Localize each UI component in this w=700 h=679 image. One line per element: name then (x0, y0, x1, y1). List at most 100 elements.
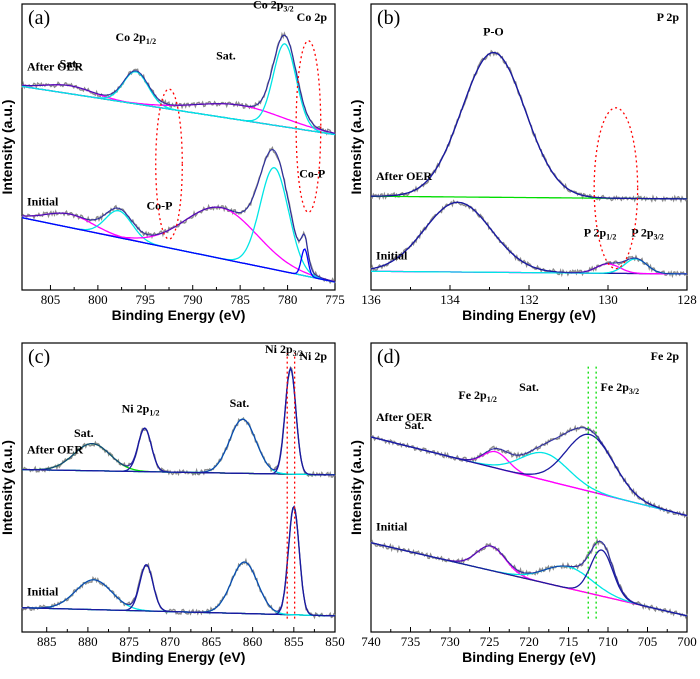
x-tick-label: 700 (677, 634, 697, 649)
panel-title: Co 2p (297, 10, 328, 24)
x-tick-label: 805 (41, 292, 61, 307)
peak-label-subscript: 3/2 (293, 349, 303, 358)
x-tick-label: 800 (88, 292, 108, 307)
plot-frame (21, 342, 336, 633)
section-label: After OER (27, 59, 83, 73)
peak-label-subscript: 3/2 (283, 5, 293, 14)
peak-label: Sat. (216, 49, 236, 63)
x-tick-label: 134 (440, 292, 460, 307)
panel-title: Ni 2p (299, 349, 327, 363)
fit-component-line (21, 561, 336, 617)
y-axis-title: Intensity (a.u.) (348, 440, 364, 535)
fit-envelope-line (370, 540, 688, 617)
peak-label: Co 2p1/2 (116, 30, 157, 46)
fit-envelope-line (371, 52, 687, 200)
peak-label-subscript: 1/2 (146, 37, 156, 46)
x-tick-label: 136 (361, 292, 381, 307)
x-tick-label: 875 (119, 634, 139, 649)
x-tick-label: 780 (278, 292, 298, 307)
fit-component-line (21, 71, 336, 136)
x-tick-label: 860 (243, 634, 263, 649)
guide-ellipse (155, 88, 183, 240)
fit-component-line (21, 209, 336, 283)
panel-a: 805 800 795 790 785 780 775 Binding Energy (eV)… (0, 0, 345, 323)
fit-component-line (21, 505, 336, 617)
peak-label: Fe 2p3/2 (601, 380, 640, 396)
fit-envelope-line (22, 149, 336, 283)
panel-title: Fe 2p (651, 349, 680, 363)
section-label: Initial (27, 195, 59, 209)
peak-label: Ni 2p1/2 (122, 402, 160, 418)
section-label: After OER (376, 410, 432, 424)
panel-title: P 2p (657, 10, 680, 24)
peak-label-subscript: 3/2 (629, 387, 639, 396)
peak-label: P 2p3/2 (631, 225, 664, 241)
x-tick-label: 855 (284, 634, 304, 649)
x-tick-label: 128 (677, 292, 697, 307)
panel-d: 740 735 730 725 720 715 710 705 700 Binding Energ… (348, 342, 697, 665)
panel-c: 885 880 875 870 865 860 855 850 Binding Energy (… (0, 342, 345, 665)
peak-label-subscript: 1/2 (606, 232, 616, 241)
panel-tag: (b) (377, 7, 400, 29)
x-tick-label: 850 (325, 634, 345, 649)
fit-component-line (22, 212, 336, 283)
peak-label: Sat. (230, 396, 250, 410)
fit-envelope-line (22, 367, 335, 476)
peak-label: Ni 2p3/2 (265, 342, 303, 358)
x-tick-label: 865 (202, 634, 222, 649)
peak-label-subscript: 1/2 (487, 395, 497, 404)
panel-tag: (a) (28, 7, 50, 29)
fit-envelope-line (21, 505, 336, 617)
x-tick-label: 880 (78, 634, 98, 649)
guide-ellipse (593, 107, 639, 270)
fit-component-line (21, 206, 336, 283)
peak-label: P 2p1/2 (584, 225, 617, 241)
x-tick-label: 790 (183, 292, 203, 307)
fit-envelope-line (370, 427, 688, 517)
panel-tag: (c) (28, 346, 50, 368)
x-tick-label: 735 (401, 634, 421, 649)
y-axis-title: Intensity (a.u.) (0, 100, 15, 195)
panel-tag: (d) (377, 346, 400, 368)
section-label: Initial (376, 248, 408, 262)
x-tick-label: 132 (519, 292, 539, 307)
raw-data-line (21, 507, 336, 620)
fit-envelope-line (22, 34, 336, 134)
x-tick-label: 870 (161, 634, 181, 649)
fit-component-line (371, 258, 688, 275)
x-tick-label: 795 (136, 292, 156, 307)
panel-b: 136 134 132 130 128 Binding Energy (eV) Intens… (348, 3, 697, 323)
fit-envelope-line (370, 201, 688, 275)
section-label: After OER (376, 169, 432, 183)
peak-label: P-O (483, 24, 504, 38)
section-label: Initial (27, 585, 59, 599)
guide-ellipse (295, 40, 322, 213)
x-tick-label: 715 (559, 634, 579, 649)
x-axis-title: Binding Energy (eV) (112, 307, 246, 323)
y-axis-title: Intensity (a.u.) (348, 100, 364, 195)
peak-label: Co-P (299, 166, 325, 180)
fit-component-line (21, 43, 336, 136)
x-tick-label: 775 (325, 292, 345, 307)
x-axis-title: Binding Energy (eV) (462, 307, 596, 323)
peak-label: Sat. (60, 57, 80, 71)
x-tick-label: 740 (361, 634, 381, 649)
fit-component-line (21, 217, 336, 283)
peak-label: Co-P (147, 199, 173, 213)
peak-label: Fe 2p1/2 (458, 388, 497, 404)
x-tick-label: 725 (480, 634, 500, 649)
x-tick-label: 885 (37, 634, 57, 649)
peak-label: Sat. (74, 426, 94, 440)
y-axis-title: Intensity (a.u.) (0, 440, 15, 535)
x-axis-title: Binding Energy (eV) (462, 649, 596, 665)
peak-label: Sat. (519, 380, 539, 394)
peak-label: Co 2p3/2 (253, 0, 294, 14)
section-label: Initial (376, 520, 408, 534)
peak-label-subscript: 3/2 (654, 232, 664, 241)
peak-label: Sat. (405, 418, 425, 432)
x-tick-label: 730 (440, 634, 460, 649)
plot-frame (370, 3, 688, 291)
x-tick-label: 785 (230, 292, 250, 307)
fit-component-line (21, 564, 336, 617)
